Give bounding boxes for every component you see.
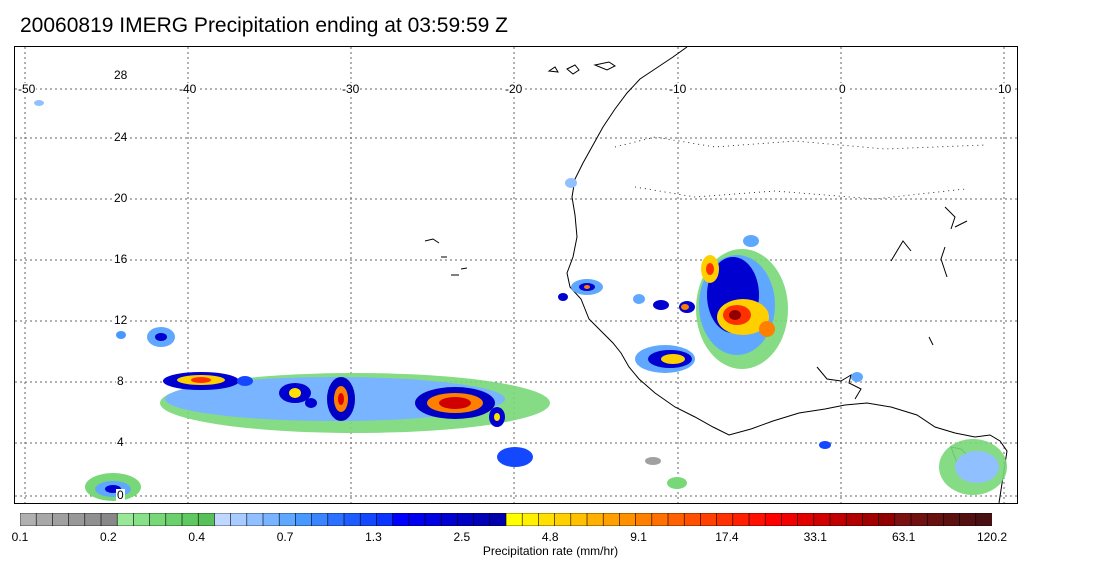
colorbar-swatch <box>781 513 799 526</box>
map-gridlines <box>15 47 1017 503</box>
colorbar-swatch <box>230 513 248 526</box>
colorbar-swatch <box>246 513 264 526</box>
colorbar-tick-label: 1.3 <box>365 530 382 544</box>
colorbar-swatch <box>732 513 750 526</box>
colorbar-swatch <box>959 513 977 526</box>
colorbar-swatch <box>408 513 426 526</box>
colorbar-swatch <box>489 513 507 526</box>
colorbar-swatch <box>554 513 572 526</box>
colorbar-tick-label: 0.2 <box>100 530 117 544</box>
colorbar-swatch <box>619 513 637 526</box>
lat-label-4: 4 <box>116 435 125 449</box>
colorbar-swatch <box>748 513 767 526</box>
colorbar-tick-label: 17.4 <box>715 530 739 544</box>
coastline <box>566 47 1008 503</box>
colorbar-swatch <box>975 513 992 526</box>
colorbar-swatch <box>457 513 475 526</box>
lon-label-w30: -30 <box>341 82 361 96</box>
colorbar-swatch <box>327 513 345 526</box>
colorbar-swatch <box>311 513 329 526</box>
lon-label-e10: 10 <box>997 82 1013 96</box>
colorbar-swatch <box>894 513 912 526</box>
colorbar-swatch <box>20 513 38 526</box>
colorbar-tick-label: 33.1 <box>803 530 827 544</box>
colorbar-swatch <box>473 513 491 526</box>
colorbar-tick-label: 0.1 <box>11 530 29 544</box>
colorbar-title: Precipitation rate (mm/hr) <box>482 544 619 558</box>
colorbar-swatch <box>52 513 70 526</box>
colorbar-tick-label: 2.5 <box>453 530 471 544</box>
colorbar-tick-label: 63.1 <box>891 530 916 544</box>
colorbar-swatches <box>20 513 992 526</box>
lat-label-20: 20 <box>113 191 129 205</box>
colorbar-swatch <box>100 513 119 526</box>
colorbar-swatch <box>181 513 200 526</box>
colorbar-swatch <box>716 513 734 526</box>
colorbar-swatch <box>197 513 216 526</box>
colorbar-swatch <box>570 513 588 526</box>
colorbar-swatch <box>845 513 864 526</box>
lat-label-12: 12 <box>113 313 129 327</box>
colorbar-tick-label: 0.7 <box>276 530 294 544</box>
colorbar-swatch <box>700 513 718 526</box>
colorbar-swatch <box>440 513 459 526</box>
lon-label-w50: -50 <box>17 82 37 96</box>
colorbar-swatch <box>538 513 556 526</box>
colorbar-swatch <box>214 513 232 526</box>
colorbar-swatch <box>116 513 135 526</box>
colorbar-swatch <box>602 513 621 526</box>
colorbar-swatch <box>764 513 783 526</box>
colorbar-swatch <box>635 513 653 526</box>
lat-label-16: 16 <box>113 252 129 266</box>
colorbar-tick-label: 120.2 <box>976 530 1008 544</box>
colorbar-swatch <box>149 513 167 526</box>
colorbar-swatch <box>278 513 297 526</box>
colorbar-swatch <box>133 513 151 526</box>
colorbar-swatch <box>910 513 929 526</box>
colorbar-swatch <box>505 513 524 526</box>
colorbar-swatch <box>392 513 410 526</box>
colorbar-swatch <box>943 513 961 526</box>
precipitation-map: -50 -40 -30 -20 -10 0 10 28 24 20 16 12 … <box>14 46 1018 504</box>
lat-label-24: 24 <box>113 130 129 144</box>
colorbar-swatch <box>165 513 183 526</box>
precip-rain-cells <box>34 100 1007 501</box>
colorbar-swatch <box>84 513 102 526</box>
colorbar-swatch <box>829 513 848 526</box>
colorbar-swatch <box>262 513 281 526</box>
map-title: 20060819 IMERG Precipitation ending at 0… <box>20 14 508 37</box>
colorbar-swatch <box>926 513 945 526</box>
colorbar-swatch <box>878 513 896 526</box>
colorbar-swatch <box>343 513 362 526</box>
colorbar-swatch <box>813 513 831 526</box>
lat-label-28: 28 <box>113 68 129 82</box>
colorbar-swatch <box>667 513 686 526</box>
colorbar-swatch <box>424 513 443 526</box>
colorbar-swatch <box>797 513 815 526</box>
lon-label-w20: -20 <box>504 82 524 96</box>
colorbar-swatch <box>586 513 605 526</box>
colorbar-swatch <box>651 513 669 526</box>
colorbar-tick-label: 0.4 <box>188 530 206 544</box>
colorbar-tick-label: 9.1 <box>630 530 647 544</box>
lon-label-w40: -40 <box>178 82 198 96</box>
lon-label-w10: -10 <box>668 82 688 96</box>
colorbar-swatch <box>376 513 394 526</box>
lon-label-0: 0 <box>838 82 847 96</box>
map-svg <box>15 47 1017 503</box>
lat-label-0: 0 <box>116 488 125 502</box>
colorbar-swatch <box>68 513 86 526</box>
colorbar-swatch <box>862 513 880 526</box>
colorbar-swatch <box>359 513 378 526</box>
colorbar-swatch <box>35 513 54 526</box>
colorbar-tick-label: 4.8 <box>541 530 559 544</box>
colorbar-swatch <box>295 513 313 526</box>
colorbar-swatch <box>521 513 540 526</box>
lat-label-8: 8 <box>116 374 125 388</box>
colorbar <box>20 513 992 526</box>
colorbar-swatch <box>683 513 702 526</box>
